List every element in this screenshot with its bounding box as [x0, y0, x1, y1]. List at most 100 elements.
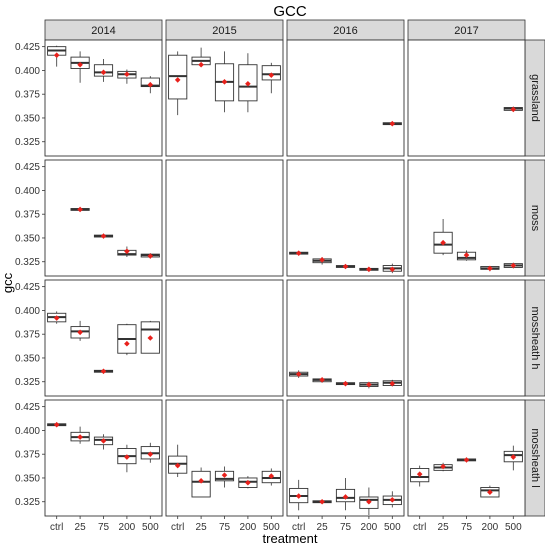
box-mossheath-l-2014-ctrl-mean — [53, 421, 60, 428]
y-tick-label-grassland-0.325: 0.325 — [15, 137, 40, 148]
box-mossheath-h-2014-200-mean — [124, 340, 130, 347]
box-mossheath-h-2014-25-mean — [77, 329, 83, 336]
x-tick-label-2017-200: 200 — [482, 522, 499, 533]
box-mossheath-h-2016-ctrl-mean — [295, 371, 302, 377]
x-tick-label-2016-ctrl: ctrl — [292, 522, 305, 533]
box-moss-2016-75-mean — [342, 263, 349, 270]
panel-moss-2016 — [286, 159, 405, 277]
y-tick-label-mossheath-h-0.325: 0.325 — [15, 377, 40, 388]
box-mossheath-l-2015-500-mean — [268, 473, 275, 479]
box-mossheath-l-2015-25-mean — [198, 478, 204, 484]
y-axis-label: gcc — [0, 272, 15, 293]
box-mossheath-l-2016-75-mean — [342, 494, 349, 500]
panel-grassland-2014 — [44, 39, 163, 157]
y-tick-label-mossheath-l-0.425: 0.425 — [15, 402, 40, 413]
x-tick-label-2016-75: 75 — [340, 522, 352, 533]
box-moss-2014-200-mean — [124, 248, 130, 255]
y-tick-label-mossheath-h-0.350: 0.350 — [15, 353, 40, 364]
box-mossheath-h-2014-ctrl-mean — [53, 315, 60, 321]
box-mossheath-h-2016-200-mean — [366, 381, 372, 388]
x-tick-label-2017-500: 500 — [505, 522, 522, 533]
x-tick-label-2014-75: 75 — [98, 522, 110, 533]
y-tick-label-moss-0.325: 0.325 — [15, 257, 40, 268]
box-moss-2017-25-mean — [440, 239, 446, 246]
box-moss-2016-200-mean — [366, 266, 372, 273]
y-tick-label-mossheath-l-0.375: 0.375 — [15, 450, 40, 461]
facet-grid: 2014 2015 2016 2017 grassland moss mossheath h… — [15, 19, 545, 533]
box-mossheath-l-2016-200-mean — [366, 498, 372, 505]
box-moss-2016-ctrl-mean — [295, 250, 302, 256]
box-grassland-2015-75-mean — [221, 79, 228, 85]
box-grassland-2015-ctrl-mean — [174, 77, 181, 83]
box-mossheath-h-2014-500-mean — [147, 335, 154, 341]
box-mossheath-l-2017-500-mean — [510, 454, 517, 460]
x-tick-label-2014-200: 200 — [119, 522, 136, 533]
panel-moss-2015 — [165, 159, 284, 277]
y-tick-label-moss-0.375: 0.375 — [15, 210, 40, 221]
box-moss-2014-75-mean — [100, 233, 107, 239]
x-axis-label: treatment — [263, 531, 318, 546]
box-mossheath-l-2015-25 — [191, 470, 211, 498]
box-mossheath-l-2016-ctrl-mean — [295, 493, 302, 499]
box-moss-2017-500-mean — [510, 262, 517, 269]
strip-label-year-2015: 2015 — [212, 25, 236, 37]
box-moss-2016-500-mean — [389, 266, 396, 273]
box-moss-2017-75-mean — [463, 252, 470, 258]
strip-label-site-grassland: grassland — [529, 74, 541, 122]
panel-mossheath-h-2015 — [165, 279, 284, 397]
box-grassland-2015-200-mean — [245, 80, 251, 87]
box-mossheath-l-2017-25-mean — [440, 463, 446, 470]
x-tick-label-2014-25: 25 — [75, 522, 87, 533]
x-tick-label-2016-200: 200 — [361, 522, 378, 533]
box-grassland-2014-25-mean — [77, 61, 83, 68]
box-mossheath-l-2015-ctrl-mean — [174, 462, 181, 469]
box-mossheath-l-2016-25-mean — [319, 498, 325, 505]
box-mossheath-l-2014-500-mean — [147, 451, 154, 457]
panel-grassland-2016 — [286, 39, 405, 157]
panel-moss-2014 — [44, 159, 163, 277]
strip-label-year-2014: 2014 — [91, 25, 115, 37]
x-tick-label-2017-ctrl: ctrl — [413, 522, 426, 533]
box-mossheath-h-2016-500-mean — [389, 380, 396, 387]
box-mossheath-h-2014-75-mean — [100, 368, 107, 375]
box-moss-2014-500-mean — [147, 253, 154, 259]
x-tick-label-2015-75: 75 — [219, 522, 231, 533]
y-tick-label-mossheath-l-0.400: 0.400 — [15, 426, 40, 437]
box-mossheath-h-2016-25-mean — [319, 377, 325, 383]
panel-mossheath-h-2017 — [407, 279, 526, 397]
x-tick-label-2016-500: 500 — [384, 522, 401, 533]
box-mossheath-l-2015-75-mean — [221, 472, 228, 478]
box-grassland-2017-500-mean — [510, 106, 517, 113]
x-tick-label-2015-500: 500 — [263, 522, 280, 533]
y-tick-label-grassland-0.350: 0.350 — [15, 113, 40, 124]
box-moss-2016-25-mean — [319, 257, 325, 263]
box-mossheath-l-2016-500-mean — [389, 497, 396, 503]
x-tick-label-2014-ctrl: ctrl — [50, 522, 63, 533]
box-moss-2017-200-mean — [487, 265, 493, 272]
box-grassland-2014-ctrl-mean — [53, 52, 60, 59]
y-tick-label-mossheath-l-0.325: 0.325 — [15, 497, 40, 508]
panel-mossheath-h-2016 — [286, 279, 405, 397]
box-mossheath-l-2017-200-mean — [487, 489, 493, 496]
box-mossheath-l-2014-200-mean — [124, 454, 130, 460]
panel-grassland-2017 — [407, 39, 526, 157]
y-tick-label-moss-0.350: 0.350 — [15, 233, 40, 244]
y-tick-label-mossheath-h-0.375: 0.375 — [15, 330, 40, 341]
box-mossheath-l-2014-25-mean — [77, 434, 83, 440]
box-moss-2014-25-mean — [77, 206, 83, 213]
box-mossheath-l-2015-200-mean — [245, 479, 251, 486]
box-grassland-2014-500-mean — [147, 81, 154, 88]
x-tick-label-2015-25: 25 — [196, 522, 208, 533]
box-mossheath-l-2014-75-mean — [100, 438, 107, 444]
box-grassland-2014-75-mean — [100, 69, 107, 76]
y-tick-label-moss-0.425: 0.425 — [15, 162, 40, 173]
box-grassland-2015-500-mean — [268, 72, 275, 78]
y-tick-label-mossheath-h-0.425: 0.425 — [15, 282, 40, 293]
strip-label-site-moss: moss — [529, 205, 541, 232]
strip-label-year-2016: 2016 — [333, 25, 357, 37]
y-tick-label-moss-0.400: 0.400 — [15, 186, 40, 197]
x-tick-label-2016-25: 25 — [317, 522, 329, 533]
x-tick-label-2015-ctrl: ctrl — [171, 522, 184, 533]
y-tick-label-grassland-0.400: 0.400 — [15, 66, 40, 77]
